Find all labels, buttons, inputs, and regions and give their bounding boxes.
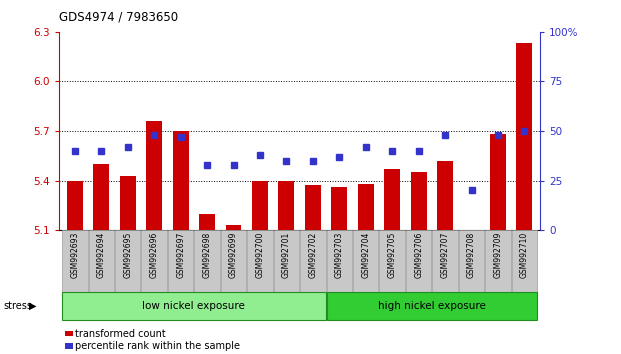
Bar [379, 230, 405, 292]
Text: transformed count: transformed count [75, 329, 165, 339]
Text: GSM992710: GSM992710 [520, 232, 529, 278]
Bar [142, 230, 167, 292]
Text: stress: stress [3, 301, 32, 311]
Bar [406, 230, 432, 292]
Text: GSM992699: GSM992699 [229, 232, 238, 278]
Bar [173, 131, 189, 230]
Bar [225, 225, 242, 230]
Text: GSM992695: GSM992695 [123, 232, 132, 278]
Bar [459, 230, 484, 292]
Bar [62, 292, 325, 320]
Text: GSM992707: GSM992707 [440, 232, 450, 278]
Bar [437, 161, 453, 230]
Bar [221, 230, 246, 292]
Bar [168, 230, 193, 292]
Text: GSM992709: GSM992709 [494, 232, 502, 278]
Bar [199, 213, 215, 230]
Bar [432, 230, 458, 292]
Text: GSM992701: GSM992701 [282, 232, 291, 278]
Bar [327, 230, 352, 292]
Bar [358, 184, 374, 230]
Text: GSM992704: GSM992704 [361, 232, 370, 278]
Text: GSM992698: GSM992698 [202, 232, 212, 278]
Bar [115, 230, 140, 292]
Text: GSM992697: GSM992697 [176, 232, 185, 278]
Bar [252, 181, 268, 230]
Bar [274, 230, 299, 292]
Bar [89, 230, 114, 292]
Text: GSM992703: GSM992703 [335, 232, 344, 278]
Text: low nickel exposure: low nickel exposure [142, 301, 245, 311]
Bar [120, 176, 135, 230]
Bar [278, 181, 294, 230]
Text: GSM992696: GSM992696 [150, 232, 159, 278]
Bar [490, 134, 506, 230]
Text: GSM992694: GSM992694 [97, 232, 106, 278]
Bar [410, 172, 427, 230]
Bar [305, 185, 321, 230]
Bar [485, 230, 510, 292]
Bar [93, 164, 109, 230]
Text: GSM992705: GSM992705 [388, 232, 397, 278]
Bar [353, 230, 378, 292]
Bar [384, 169, 400, 230]
Bar [194, 230, 220, 292]
Bar [300, 230, 325, 292]
Bar [327, 292, 537, 320]
Bar [332, 187, 347, 230]
Text: high nickel exposure: high nickel exposure [378, 301, 486, 311]
Text: GSM992702: GSM992702 [309, 232, 317, 278]
Text: ▶: ▶ [29, 301, 37, 311]
Bar [247, 230, 273, 292]
Text: GSM992706: GSM992706 [414, 232, 423, 278]
Bar [62, 230, 88, 292]
Text: percentile rank within the sample: percentile rank within the sample [75, 341, 240, 351]
Text: GSM992700: GSM992700 [255, 232, 265, 278]
Text: GSM992693: GSM992693 [70, 232, 79, 278]
Bar [67, 181, 83, 230]
Bar [147, 121, 162, 230]
Text: GDS4974 / 7983650: GDS4974 / 7983650 [59, 11, 178, 24]
Bar [517, 44, 532, 230]
Bar [512, 230, 537, 292]
Text: GSM992708: GSM992708 [467, 232, 476, 278]
